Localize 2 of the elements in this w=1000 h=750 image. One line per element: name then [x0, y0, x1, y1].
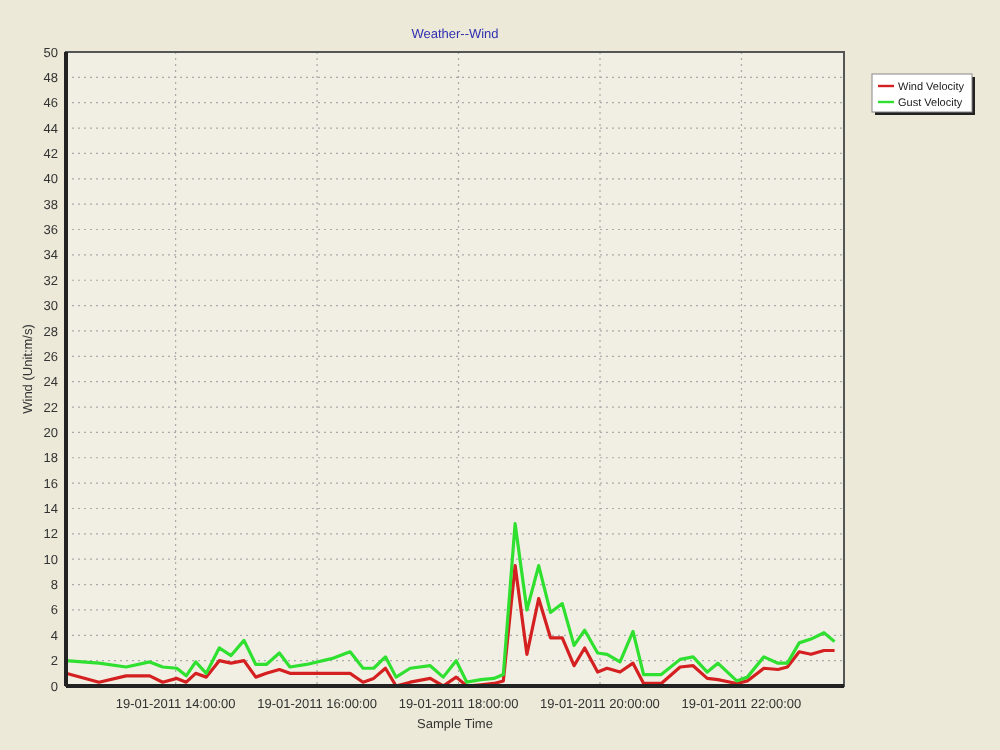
line-series: [64, 563, 837, 688]
line-series: [64, 522, 837, 684]
